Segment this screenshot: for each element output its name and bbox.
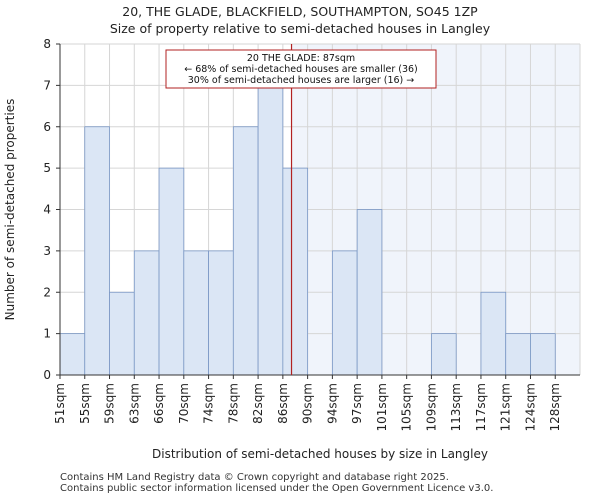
y-tick-label-7: 7	[43, 78, 51, 92]
x-tick-label-1: 55sqm	[78, 383, 92, 424]
y-tick-label-4: 4	[43, 203, 51, 217]
bar-97sqm	[356, 209, 383, 376]
x-tick-label-20: 128sqm	[548, 383, 562, 431]
bar-124sqm	[530, 333, 556, 376]
x-tick-label-18: 121sqm	[499, 383, 513, 431]
bar-78sqm	[232, 126, 259, 376]
x-tick-label-13: 101sqm	[375, 383, 389, 431]
y-tick-label-6: 6	[43, 120, 51, 134]
footer-licence: Contains public sector information licen…	[60, 483, 494, 494]
x-tick-label-16: 113sqm	[449, 383, 463, 431]
x-tick-label-11: 94sqm	[325, 383, 339, 424]
chart-subtitle: Size of property relative to semi-detach…	[109, 21, 491, 36]
bar-94sqm	[331, 250, 358, 376]
bar-70sqm	[183, 250, 209, 376]
x-tick-label-9: 86sqm	[276, 383, 290, 424]
x-tick-label-4: 66sqm	[152, 383, 166, 424]
bar-117sqm	[480, 291, 507, 376]
x-tick-label-15: 109sqm	[424, 383, 438, 431]
x-tick-label-19: 124sqm	[523, 383, 537, 431]
annotation-line-3: 30% of semi-detached houses are larger (…	[188, 75, 415, 86]
x-tick-label-12: 97sqm	[350, 383, 364, 424]
bar-109sqm	[431, 333, 457, 376]
x-tick-label-7: 78sqm	[226, 383, 240, 424]
bar-63sqm	[133, 250, 160, 376]
annotation-box	[165, 49, 437, 89]
y-tick-label-0: 0	[43, 368, 51, 382]
bar-66sqm	[158, 167, 185, 376]
chart-title-address: 20, THE GLADE, BLACKFIELD, SOUTHAMPTON, …	[122, 4, 478, 19]
x-tick-label-10: 90sqm	[301, 383, 315, 424]
bar-55sqm	[84, 126, 110, 376]
bar-59sqm	[109, 291, 135, 376]
x-axis-label: Distribution of semi-detached houses by …	[152, 447, 488, 461]
y-axis-label: Number of semi-detached properties	[3, 99, 17, 321]
annotation-line-2: ← 68% of semi-detached houses are smalle…	[184, 64, 418, 75]
annotation-line-1: 20 THE GLADE: 87sqm	[247, 53, 355, 64]
bar-51sqm	[59, 333, 86, 376]
y-tick-label-1: 1	[43, 327, 51, 341]
y-tick-label-2: 2	[43, 285, 51, 299]
y-tick-label-8: 8	[43, 37, 51, 51]
x-tick-label-2: 59sqm	[103, 383, 117, 424]
x-tick-label-5: 70sqm	[177, 383, 191, 424]
bar-121sqm	[505, 333, 531, 376]
x-tick-label-17: 117sqm	[474, 383, 488, 431]
bar-86sqm	[282, 167, 309, 376]
x-tick-label-0: 51sqm	[53, 383, 67, 424]
y-tick-label-5: 5	[43, 161, 51, 175]
x-tick-label-8: 82sqm	[251, 383, 265, 424]
x-tick-label-14: 105sqm	[400, 383, 414, 431]
bar-82sqm	[257, 84, 284, 376]
footer-copyright: Contains HM Land Registry data © Crown c…	[60, 472, 449, 483]
x-tick-label-6: 74sqm	[202, 383, 216, 424]
x-tick-label-3: 63sqm	[127, 383, 141, 424]
bar-74sqm	[208, 250, 234, 376]
y-tick-label-3: 3	[43, 244, 51, 258]
